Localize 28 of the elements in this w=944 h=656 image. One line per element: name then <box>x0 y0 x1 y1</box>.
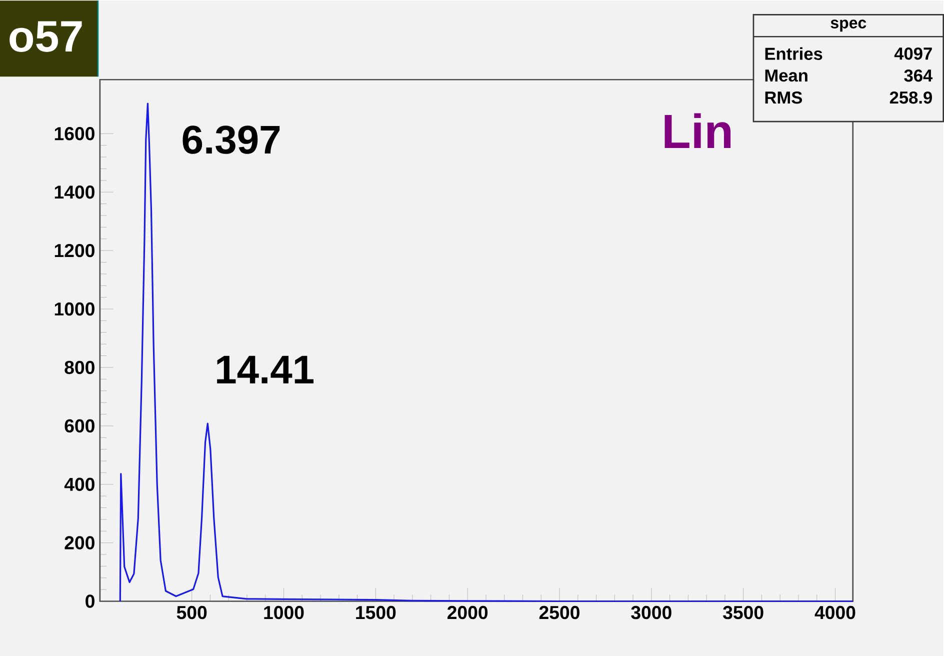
text: o57 <box>10 21 82 52</box>
annotation: Lin <box>664 113 731 148</box>
annotation: Mean <box>765 69 808 82</box>
x-tick-label: 3500 <box>722 606 764 620</box>
annotation: RMS <box>765 91 802 104</box>
text: 364 <box>904 69 933 82</box>
y-tick-label: 800 <box>64 360 94 374</box>
y-tick-label: 0 <box>86 594 94 608</box>
y-tick-label: 1400 <box>54 185 94 199</box>
annotation: 14.41 <box>217 356 314 384</box>
y-tick-label: 1600 <box>54 126 94 140</box>
x-tick-label: 3000 <box>631 606 672 620</box>
x-tick-label: 1000 <box>264 606 304 620</box>
x-tick-label: 4000 <box>814 606 856 620</box>
text: spec <box>830 20 866 32</box>
y-tick-label: 200 <box>64 536 94 550</box>
text: Entries <box>765 47 822 60</box>
y-tick-label: 1200 <box>54 244 94 258</box>
x-tick-label: 1500 <box>356 606 396 620</box>
x-tick-label: 2000 <box>447 606 488 620</box>
y-tick-label: 400 <box>64 478 94 491</box>
x-tick-label: 500 <box>176 606 207 620</box>
text: 4097 <box>894 47 932 60</box>
text: 258.9 <box>890 91 932 104</box>
y-tick-label: 600 <box>64 419 94 432</box>
annotation: 6.397 <box>182 125 280 154</box>
y-tick-label: 1000 <box>54 302 94 316</box>
x-tick-label: 2500 <box>539 606 580 620</box>
